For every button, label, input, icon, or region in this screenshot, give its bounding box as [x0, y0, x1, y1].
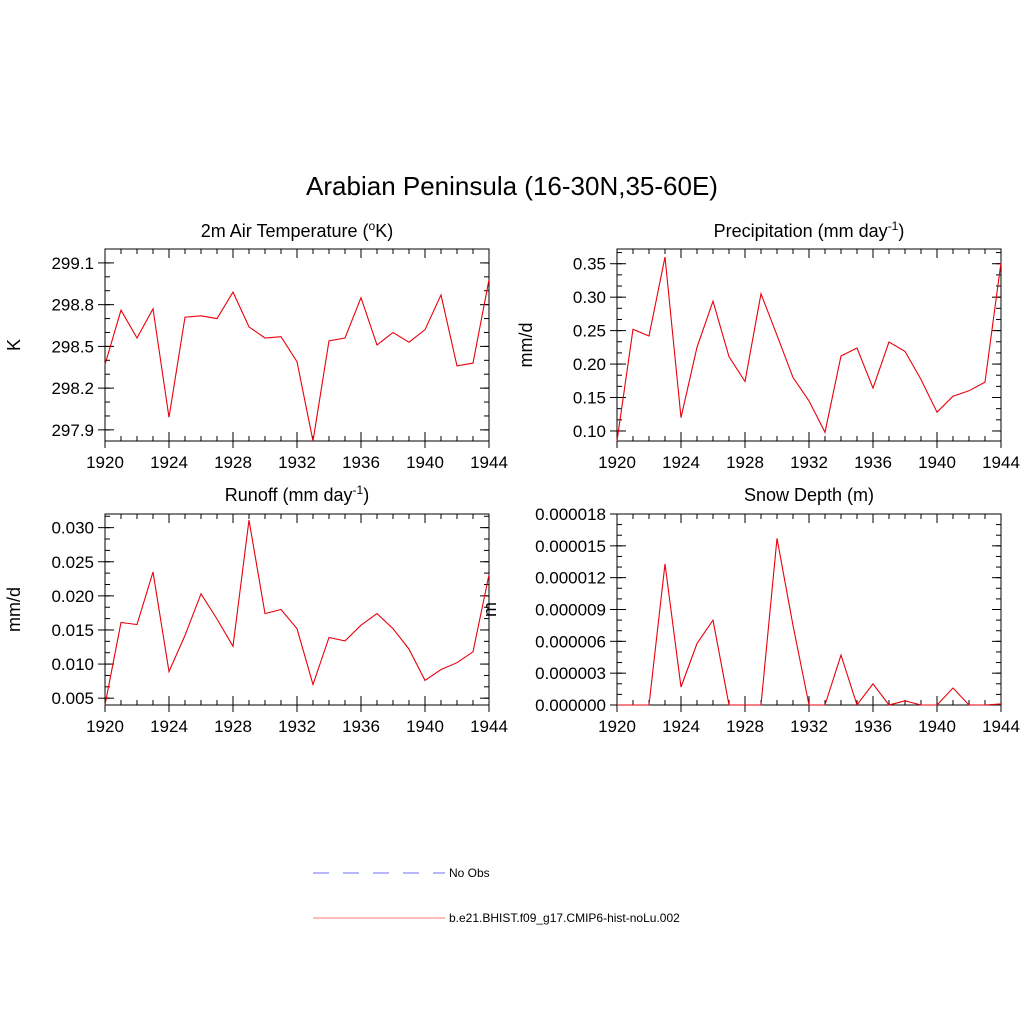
plot-frame — [616, 248, 1002, 442]
y-axis-label: m — [480, 602, 500, 617]
y-tick-label: 0.020 — [51, 587, 94, 606]
panels: 2m Air Temperature (oK) 1920 1924 1928 1932 1… — [4, 219, 1020, 736]
y-tick-label: 299.1 — [51, 254, 94, 273]
y-tick-label: 0.30 — [573, 288, 606, 307]
y-tick-label: 0.35 — [573, 255, 606, 274]
y-tick-label: 298.5 — [51, 337, 94, 356]
x-tick-label: 1928 — [726, 453, 764, 472]
x-tick-label: 1920 — [86, 453, 124, 472]
y-tick-label: 0.000006 — [535, 632, 606, 651]
x-tick-label: 1936 — [854, 453, 892, 472]
panel-1: 2m Air Temperature (oK) 1920 1924 1928 1932 1… — [4, 219, 508, 472]
y-tick-label: 0.25 — [573, 322, 606, 341]
panel-3: Runoff (mm day-1) 1920 1924 1928 1932 1936 194… — [4, 483, 508, 736]
panel-title: Precipitation (mm day-1) — [714, 219, 905, 241]
panel-4: Snow Depth (m) 1920 1924 1928 1932 1936 1940 19… — [480, 485, 1020, 736]
panel-title: 2m Air Temperature (oK) — [201, 219, 393, 241]
x-tick-label: 1920 — [598, 453, 636, 472]
panel-2: Precipitation (mm day-1) 1920 1924 1928 1932… — [516, 219, 1020, 472]
x-tick-label: 1944 — [982, 717, 1020, 736]
x-tick-label: 1924 — [150, 717, 188, 736]
x-tick-label: 1932 — [278, 717, 316, 736]
legend: No Obs b.e21.BHIST.f09_g17.CMIP6-hist-no… — [313, 866, 680, 925]
plot-frame — [104, 248, 490, 442]
plot-frame — [616, 513, 1002, 706]
y-tick-label: 298.2 — [51, 379, 94, 398]
y-tick-label: 0.000018 — [535, 505, 606, 524]
y-tick-label: 298.8 — [51, 296, 94, 315]
x-tick-label: 1920 — [598, 717, 636, 736]
x-tick-label: 1940 — [918, 453, 956, 472]
y-tick-label: 0.000003 — [535, 664, 606, 683]
series-line — [104, 520, 490, 706]
x-tick-label: 1928 — [726, 717, 764, 736]
series-line — [617, 538, 1002, 707]
y-tick-label: 0.000012 — [535, 569, 606, 588]
y-tick-label: 0.20 — [573, 355, 606, 374]
x-tick-label: 1936 — [342, 717, 380, 736]
y-tick-label: 0.000015 — [535, 537, 606, 556]
y-axis-label: K — [4, 339, 24, 351]
y-axis-label: mm/d — [516, 323, 536, 368]
y-tick-label: 0.10 — [573, 422, 606, 441]
y-tick-label: 0.000000 — [535, 696, 606, 715]
x-tick-label: 1932 — [278, 453, 316, 472]
panel-title: Snow Depth (m) — [744, 485, 874, 505]
x-tick-label: 1928 — [214, 717, 252, 736]
legend-label-obs: No Obs — [449, 866, 490, 880]
y-tick-label: 0.010 — [51, 655, 94, 674]
series-line — [104, 279, 490, 442]
y-tick-label: 297.9 — [51, 421, 94, 440]
legend-label-model: b.e21.BHIST.f09_g17.CMIP6-hist-noLu.002 — [449, 911, 680, 925]
y-axis-label: mm/d — [4, 587, 24, 632]
x-tick-label: 1936 — [342, 453, 380, 472]
x-tick-label: 1936 — [854, 717, 892, 736]
x-tick-label: 1920 — [86, 717, 124, 736]
y-tick-label: 0.015 — [51, 621, 94, 640]
panel-title: Runoff (mm day-1) — [225, 483, 369, 505]
x-tick-label: 1932 — [790, 453, 828, 472]
y-tick-label: 0.15 — [573, 389, 606, 408]
x-tick-label: 1944 — [470, 717, 508, 736]
x-tick-label: 1940 — [406, 717, 444, 736]
x-tick-label: 1944 — [982, 453, 1020, 472]
y-tick-label: 0.030 — [51, 519, 94, 538]
x-tick-label: 1924 — [662, 717, 700, 736]
x-tick-label: 1924 — [150, 453, 188, 472]
x-tick-label: 1932 — [790, 717, 828, 736]
series-line — [616, 256, 1002, 442]
x-tick-label: 1940 — [406, 453, 444, 472]
y-tick-label: 0.005 — [51, 689, 94, 708]
x-tick-label: 1928 — [214, 453, 252, 472]
x-tick-label: 1924 — [662, 453, 700, 472]
x-tick-label: 1944 — [470, 453, 508, 472]
y-tick-label: 0.000009 — [535, 601, 606, 620]
x-tick-label: 1940 — [918, 717, 956, 736]
main-title: Arabian Peninsula (16-30N,35-60E) — [306, 171, 718, 201]
y-tick-label: 0.025 — [51, 553, 94, 572]
